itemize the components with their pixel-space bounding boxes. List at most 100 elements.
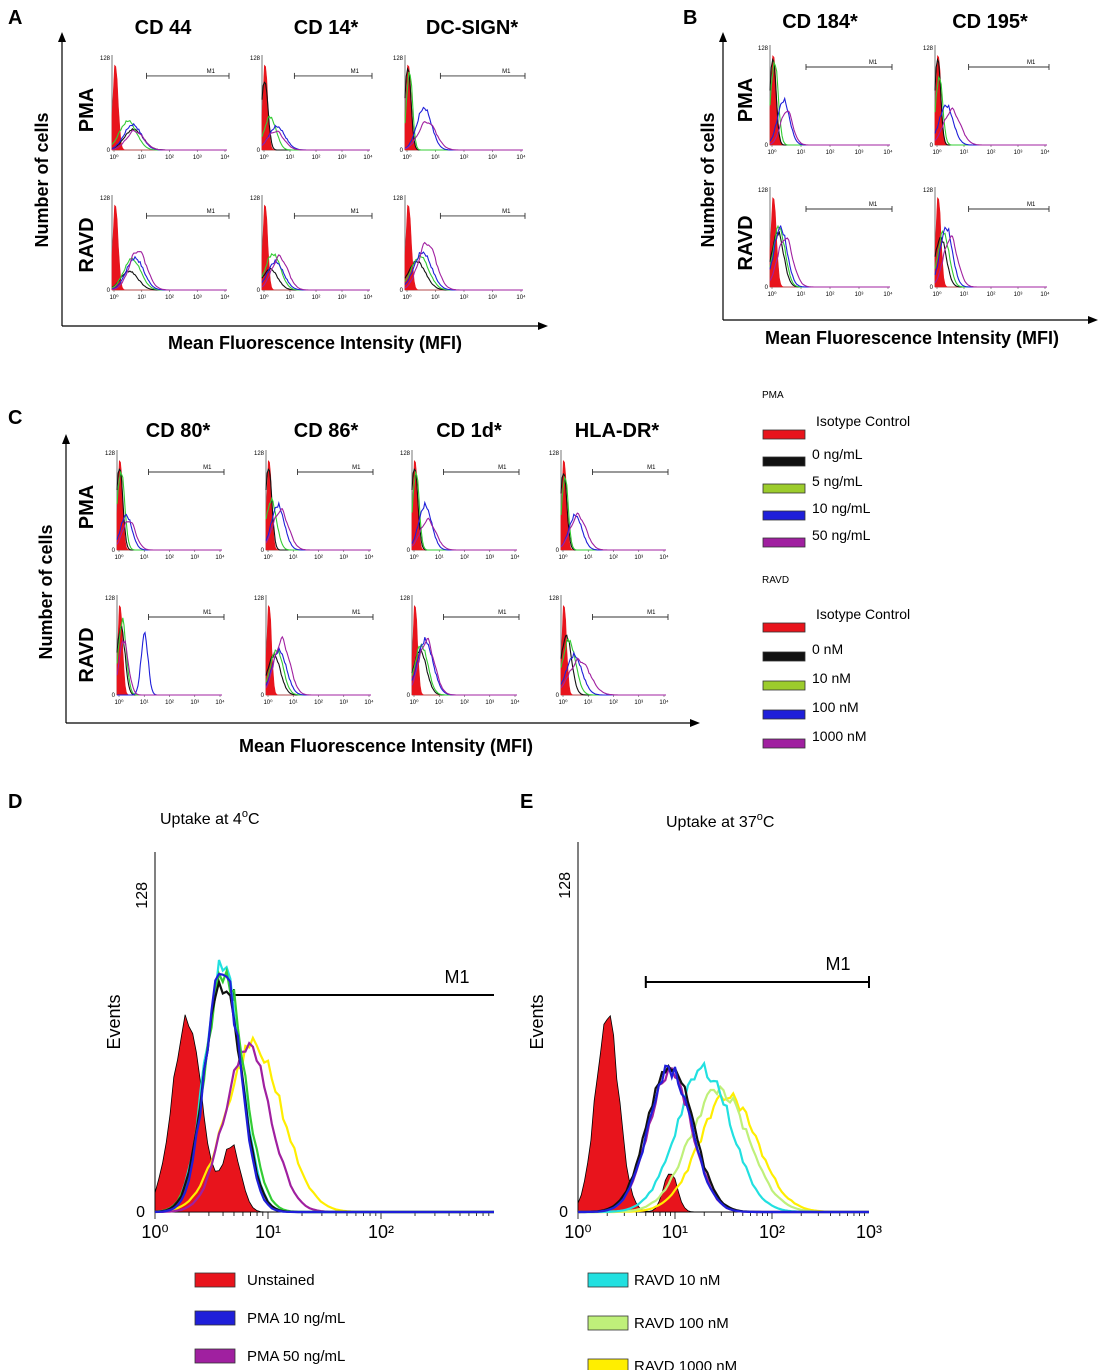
mini-curve-purple (261, 130, 370, 151)
mini-xtick-label: 10² (165, 295, 174, 301)
mini-curve-black (934, 236, 1047, 288)
mini-gate-label: M1 (352, 465, 361, 471)
mini-xtick-label: 10⁰ (409, 554, 419, 561)
panel-d-ymin-label: 0 (136, 1204, 145, 1221)
panel-b-yaxis-arrow (719, 32, 727, 42)
legend-swatch (587, 1315, 629, 1331)
panel-b-marker-0: CD 184* (782, 11, 858, 33)
mini-curve-blue (769, 224, 890, 288)
mini-gate-label: M1 (502, 69, 511, 75)
mini-curve-green (411, 642, 517, 696)
mini-ymax-label: 128 (923, 188, 934, 194)
mini-xtick-label: 10³ (339, 700, 348, 706)
panel-a-marker-0: CD 44 (135, 17, 193, 39)
legend-label: 100 nM (812, 699, 859, 715)
mini-xtick-label: 10⁴ (215, 699, 225, 706)
legend-swatch (762, 510, 806, 521)
mini-curve-purple (934, 107, 1047, 146)
mini-gate-label: M1 (647, 465, 656, 471)
mini-isotype-fill (769, 197, 890, 288)
mini-xtick-label: 10³ (855, 292, 864, 298)
mini-xtick-label: 10⁰ (114, 699, 124, 706)
mini-gate-label: M1 (352, 610, 361, 616)
legend-swatch (762, 680, 806, 691)
mini-xtick-label: 10⁴ (364, 554, 374, 561)
mini-gate-label: M1 (203, 610, 212, 616)
mini-xtick-label: 10³ (193, 295, 202, 301)
legend-swatch (194, 1272, 236, 1288)
mini-curve-green (404, 254, 523, 291)
mini-ymax-label: 128 (393, 196, 404, 202)
mini-ymin-label: 0 (112, 693, 116, 699)
mini-curve-purple (265, 635, 371, 696)
legend-swatch (762, 456, 806, 467)
mini-isotype-fill (934, 55, 1047, 146)
mini-xtick-label: 10¹ (584, 700, 593, 706)
mini-xtick-label: 10³ (1014, 150, 1023, 156)
series-blue-line (578, 1064, 869, 1214)
mini-xtick-label: 10⁴ (659, 554, 669, 561)
panel-label-b: B (683, 7, 697, 29)
mini-xtick-label: 10⁰ (263, 699, 273, 706)
mini-curve-green (265, 496, 371, 551)
mini-xtick-label: 10² (312, 155, 321, 161)
mini-ymax-label: 128 (100, 196, 111, 202)
legend-label: 1000 nM (812, 728, 866, 744)
panel-e-xtick-label: 10³ (856, 1222, 882, 1242)
mini-ymax-label: 128 (100, 56, 111, 62)
legend-pma-title: PMA (762, 390, 784, 401)
panel-d-xtick-label: 10⁰ (141, 1222, 168, 1242)
mini-xtick-label: 10³ (190, 555, 199, 561)
mini-curve-green (769, 60, 890, 146)
panel-d-ylabel: Events (104, 994, 124, 1049)
mini-isotype-fill (769, 55, 890, 146)
mini-xtick-label: 10³ (485, 700, 494, 706)
mini-xtick-label: 10² (460, 295, 469, 301)
mini-curve-green (261, 115, 370, 151)
mini-curve-green (261, 253, 370, 291)
mini-curve-purple (404, 120, 523, 151)
mini-ymax-label: 128 (549, 596, 560, 602)
mini-curve-blue (769, 96, 890, 146)
panel-e-title: Uptake at 37oC (666, 811, 774, 831)
mini-ymax-label: 128 (393, 56, 404, 62)
mini-ymax-label: 128 (250, 56, 261, 62)
mini-xtick-label: 10¹ (797, 292, 806, 298)
mini-xtick-label: 10¹ (289, 700, 298, 706)
mini-isotype-fill (560, 605, 666, 696)
mini-gate-label: M1 (351, 209, 360, 215)
mini-gate-label: M1 (498, 465, 507, 471)
panel-b-xaxis-arrow (1088, 316, 1098, 324)
mini-xtick-label: 10⁰ (263, 554, 273, 561)
mini-curve-blue (261, 258, 370, 291)
mini-xtick-label: 10² (165, 700, 174, 706)
legend-swatch (762, 622, 806, 633)
mini-xtick-label: 10⁰ (259, 154, 269, 161)
panel-c-row-ravd: RAVD (76, 627, 98, 682)
mini-ymin-label: 0 (400, 148, 404, 154)
mini-curve-purple (769, 110, 890, 146)
mini-curve-black (111, 127, 227, 151)
mini-curve-green (934, 75, 1047, 146)
mini-xtick-label: 10⁴ (363, 154, 373, 161)
mini-ymax-label: 128 (758, 188, 769, 194)
mini-ymax-label: 128 (250, 196, 261, 202)
mini-xtick-label: 10⁰ (259, 294, 269, 301)
mini-ymin-label: 0 (261, 548, 265, 554)
mini-curve-black (111, 270, 227, 291)
mini-curve-blue (265, 645, 371, 696)
mini-xtick-label: 10³ (855, 150, 864, 156)
mini-xtick-label: 10² (826, 292, 835, 298)
panel-d-ymax-label: 128 (134, 882, 151, 909)
mini-isotype-fill (265, 605, 371, 696)
